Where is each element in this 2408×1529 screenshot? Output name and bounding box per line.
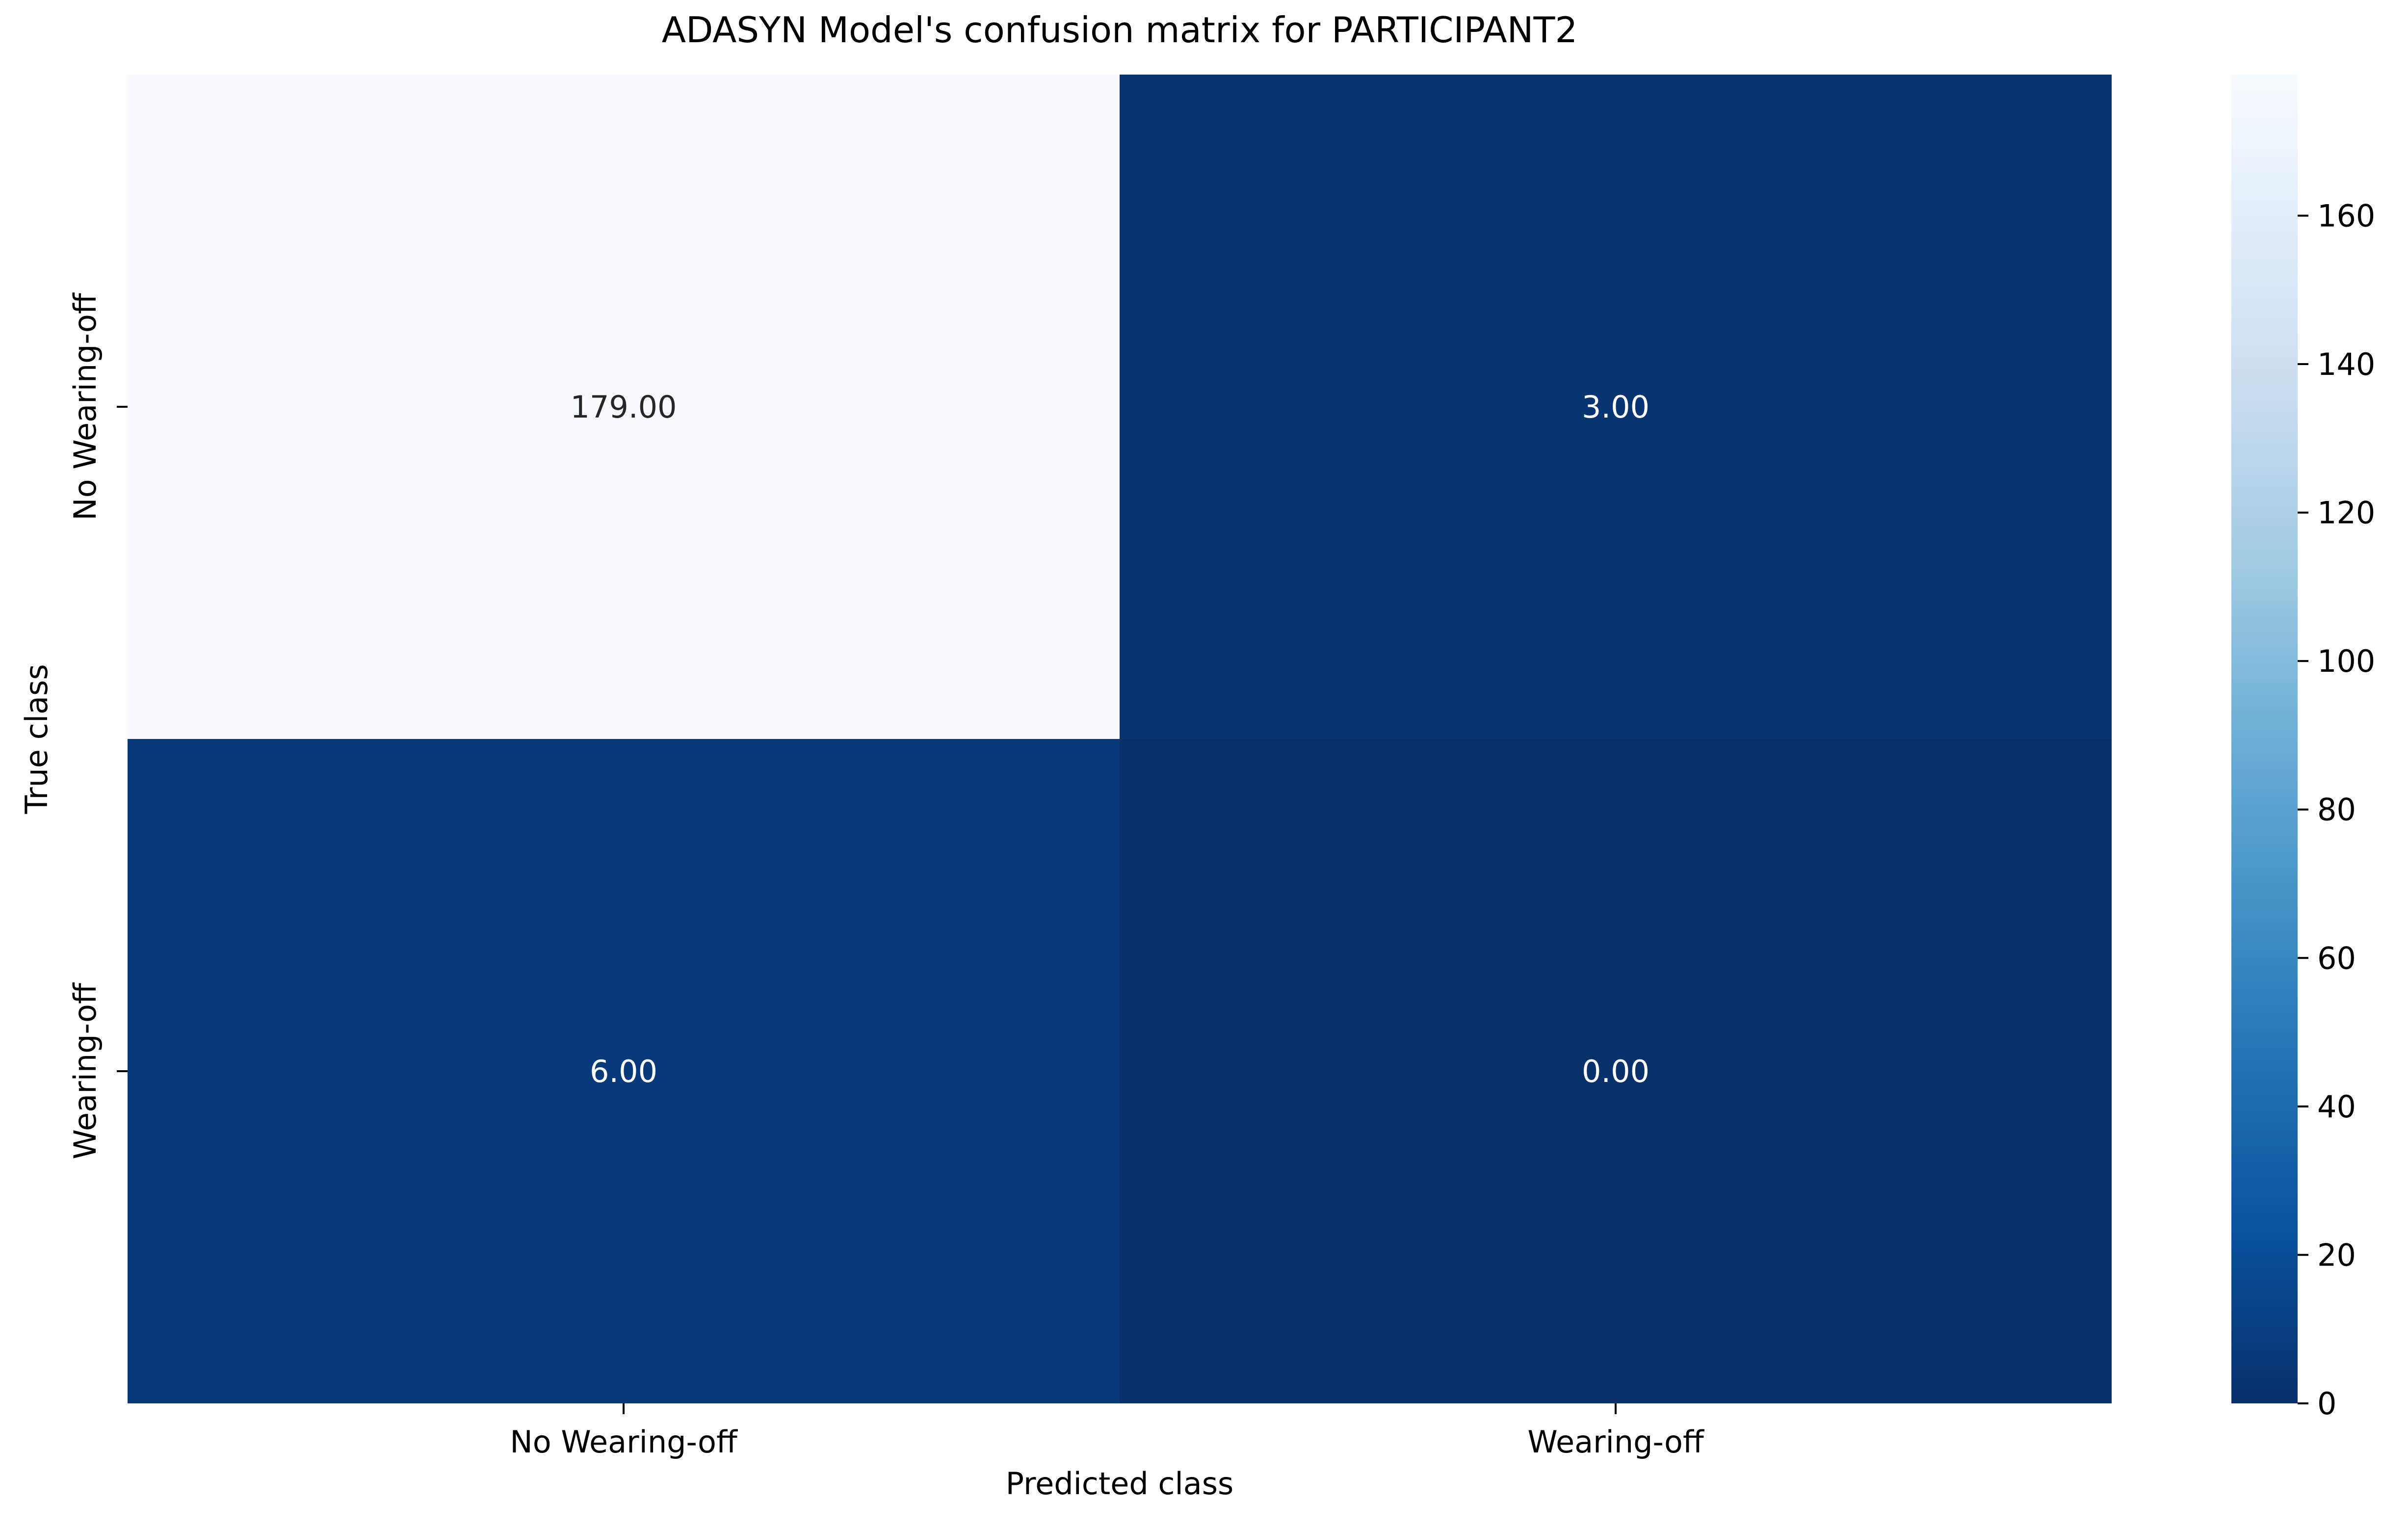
cell-value-label-r1-c1: 0.00 bbox=[1582, 1054, 1649, 1089]
cell-value-label-r0-c0: 179.00 bbox=[571, 389, 677, 425]
cell-value-label-r1-c0: 6.00 bbox=[590, 1054, 657, 1089]
x-axis-label: Predicted class bbox=[1006, 1466, 1234, 1502]
colorbar-tick-label-4: 80 bbox=[2317, 792, 2356, 828]
colorbar-tick-label-8: 160 bbox=[2317, 198, 2375, 234]
colorbar-tick-label-2: 40 bbox=[2317, 1089, 2356, 1125]
colorbar-gradient bbox=[2231, 75, 2298, 1403]
x-axis-ticks: No Wearing-off Wearing-off bbox=[510, 1403, 1704, 1460]
y-tick-label-1: Wearing-off bbox=[67, 982, 103, 1160]
cell-value-label-r0-c1: 3.00 bbox=[1582, 389, 1649, 425]
y-axis-label: True class bbox=[19, 664, 54, 814]
colorbar-tick-label-7: 140 bbox=[2317, 346, 2375, 382]
colorbar-tick-label-1: 20 bbox=[2317, 1237, 2356, 1273]
x-tick-label-0: No Wearing-off bbox=[510, 1424, 738, 1460]
colorbar-tick-label-5: 100 bbox=[2317, 643, 2375, 679]
colorbar-tick-label-0: 0 bbox=[2317, 1386, 2336, 1422]
colorbar-tick-label-3: 60 bbox=[2317, 940, 2356, 976]
y-tick-label-0: No Wearing-off bbox=[67, 292, 103, 521]
heatmap-cells: 179.00 3.00 6.00 0.00 bbox=[128, 75, 2112, 1403]
colorbar-tick-label-6: 120 bbox=[2317, 495, 2375, 531]
chart-title: ADASYN Model's confusion matrix for PART… bbox=[662, 9, 1578, 51]
colorbar: 0 20 40 60 80 100 120 140 160 bbox=[2231, 75, 2375, 1422]
y-axis-ticks: No Wearing-off Wearing-off bbox=[67, 292, 128, 1160]
colorbar-ticks: 0 20 40 60 80 100 120 140 160 bbox=[2298, 198, 2375, 1422]
x-tick-label-1: Wearing-off bbox=[1527, 1424, 1704, 1460]
